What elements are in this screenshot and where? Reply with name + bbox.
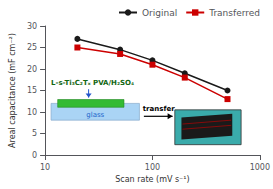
svg-text:Transferred: Transferred bbox=[208, 8, 260, 18]
svg-text:0: 0 bbox=[32, 151, 37, 160]
svg-text:5: 5 bbox=[32, 129, 37, 138]
svg-text:15: 15 bbox=[27, 86, 37, 95]
svg-text:100: 100 bbox=[145, 163, 160, 172]
svg-text:transfer: transfer bbox=[143, 105, 175, 113]
svg-text:1000: 1000 bbox=[250, 163, 270, 172]
svg-text:Areal capacitance (mF cm⁻²): Areal capacitance (mF cm⁻²) bbox=[8, 33, 17, 148]
svg-text:20: 20 bbox=[27, 65, 37, 74]
svg-text:25: 25 bbox=[27, 43, 37, 52]
svg-text:L-s-Ti₃C₂Tₓ PVA/H₂SO₄: L-s-Ti₃C₂Tₓ PVA/H₂SO₄ bbox=[51, 79, 134, 87]
svg-text:glass: glass bbox=[86, 111, 104, 119]
svg-text:10: 10 bbox=[27, 108, 37, 117]
svg-text:Scan rate (mV s⁻¹): Scan rate (mV s⁻¹) bbox=[115, 175, 189, 184]
svg-text:30: 30 bbox=[27, 22, 37, 31]
svg-text:10: 10 bbox=[40, 163, 50, 172]
svg-text:Original: Original bbox=[142, 8, 177, 18]
